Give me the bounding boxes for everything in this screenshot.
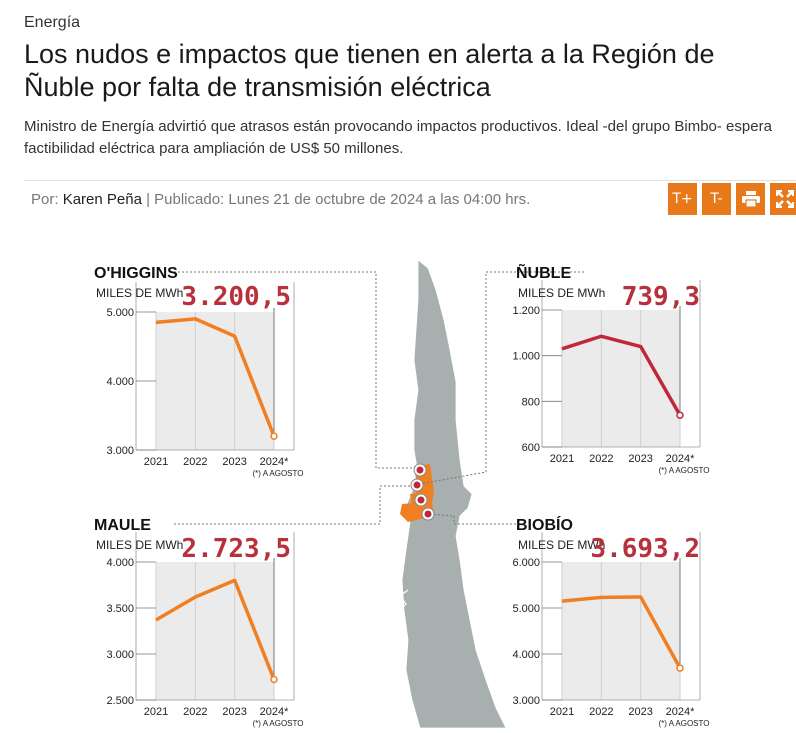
x-tick-label: 2021 — [144, 456, 168, 468]
data-point — [677, 412, 683, 418]
x-tick-label: 2022 — [183, 706, 207, 718]
data-point — [271, 676, 277, 682]
x-tick-label: 2021 — [550, 453, 574, 465]
map-marker-dot — [417, 467, 424, 474]
y-tick-label: 5.000 — [106, 307, 134, 319]
y-tick-label: 4.000 — [106, 557, 134, 569]
x-tick-label: 2022 — [589, 453, 613, 465]
fullscreen-button[interactable] — [770, 183, 796, 215]
chart-footnote: (*) A AGOSTO — [659, 466, 710, 475]
region-title: BIOBÍO — [516, 515, 573, 534]
article-toolbar: T+ T- — [668, 183, 796, 215]
y-tick-label: 4.000 — [512, 649, 540, 661]
unit-label: MILES DE MWh — [96, 538, 183, 552]
author-link[interactable]: Karen Peña — [63, 191, 142, 208]
unit-label: MILES DE MWh — [96, 286, 183, 300]
chart-2: 600 800 1.000 1.200 2021 2022 2023 2024*(*) A A… — [512, 262, 709, 475]
map-marker-dot — [414, 482, 421, 489]
y-tick-label: 2.500 — [106, 695, 134, 707]
map-marker-dot — [425, 511, 432, 518]
chart-footnote: (*) A AGOSTO — [253, 469, 304, 478]
highlight-value: 3.693,2 — [590, 534, 700, 564]
region-title: ÑUBLE — [516, 262, 571, 282]
y-tick-label: 3.000 — [512, 695, 540, 707]
x-tick-label: 2023 — [222, 456, 246, 468]
chile-map — [394, 260, 506, 728]
chart-1: 3.000 4.000 5.000 2021 2022 2023 2024*(*) A AG… — [94, 265, 303, 478]
highlight-value: 2.723,5 — [181, 534, 291, 564]
x-tick-label: 2021 — [144, 706, 168, 718]
x-tick-label: 2022 — [183, 456, 207, 468]
article-subtitle: Ministro de Energía advirtió que atrasos… — [24, 116, 794, 160]
unit-label: MILES DE MWh — [518, 286, 605, 300]
x-tick-label: 2024* — [260, 706, 289, 718]
chart-footnote: (*) A AGOSTO — [659, 719, 710, 728]
font-increase-button[interactable]: T+ — [668, 183, 697, 215]
printer-icon — [742, 191, 760, 207]
x-tick-label: 2024* — [666, 706, 695, 718]
x-tick-label: 2022 — [589, 706, 613, 718]
map-marker-dot — [418, 497, 425, 504]
x-tick-label: 2024* — [260, 456, 289, 468]
y-tick-label: 3.000 — [106, 445, 134, 457]
font-decrease-button[interactable]: T- — [702, 183, 731, 215]
divider — [24, 180, 796, 181]
x-tick-label: 2023 — [222, 706, 246, 718]
chart-4: 3.000 4.000 5.000 6.000 2021 2022 2023 2024*(*)… — [512, 515, 709, 728]
y-tick-label: 4.000 — [106, 376, 134, 388]
byline: Por: Karen Peña | Publicado: Lunes 21 de… — [31, 188, 551, 212]
print-button[interactable] — [736, 183, 765, 215]
expand-icon — [776, 190, 794, 208]
byline-prefix: Por: — [31, 191, 59, 208]
data-point — [677, 665, 683, 671]
highlight-value: 3.200,5 — [181, 282, 291, 312]
y-tick-label: 3.500 — [106, 603, 134, 615]
region-title: O'HIGGINS — [94, 265, 178, 282]
plot-area — [562, 562, 680, 700]
section-label[interactable]: Energía — [24, 14, 80, 32]
x-tick-label: 2024* — [666, 453, 695, 465]
y-tick-label: 800 — [522, 396, 540, 408]
x-tick-label: 2023 — [628, 706, 652, 718]
y-tick-label: 600 — [522, 442, 540, 454]
region-title: MAULE — [94, 517, 151, 534]
plot-area — [562, 310, 680, 447]
chart-3: 2.500 3.000 3.500 4.000 2021 2022 2023 2024*(*)… — [94, 517, 303, 728]
data-point — [271, 433, 277, 439]
chart-footnote: (*) A AGOSTO — [253, 719, 304, 728]
published-date: | Publicado: Lunes 21 de octubre de 2024… — [146, 191, 530, 208]
x-tick-label: 2023 — [628, 453, 652, 465]
y-tick-label: 1.200 — [512, 305, 540, 317]
highlight-value: 739,3 — [622, 282, 700, 312]
y-tick-label: 1.000 — [512, 351, 540, 363]
y-tick-label: 6.000 — [512, 557, 540, 569]
article-title: Los nudos e impactos que tienen en alert… — [24, 38, 784, 104]
x-tick-label: 2021 — [550, 706, 574, 718]
y-tick-label: 5.000 — [512, 603, 540, 615]
connector-maule — [174, 486, 420, 524]
y-tick-label: 3.000 — [106, 649, 134, 661]
plot-area — [156, 312, 274, 450]
